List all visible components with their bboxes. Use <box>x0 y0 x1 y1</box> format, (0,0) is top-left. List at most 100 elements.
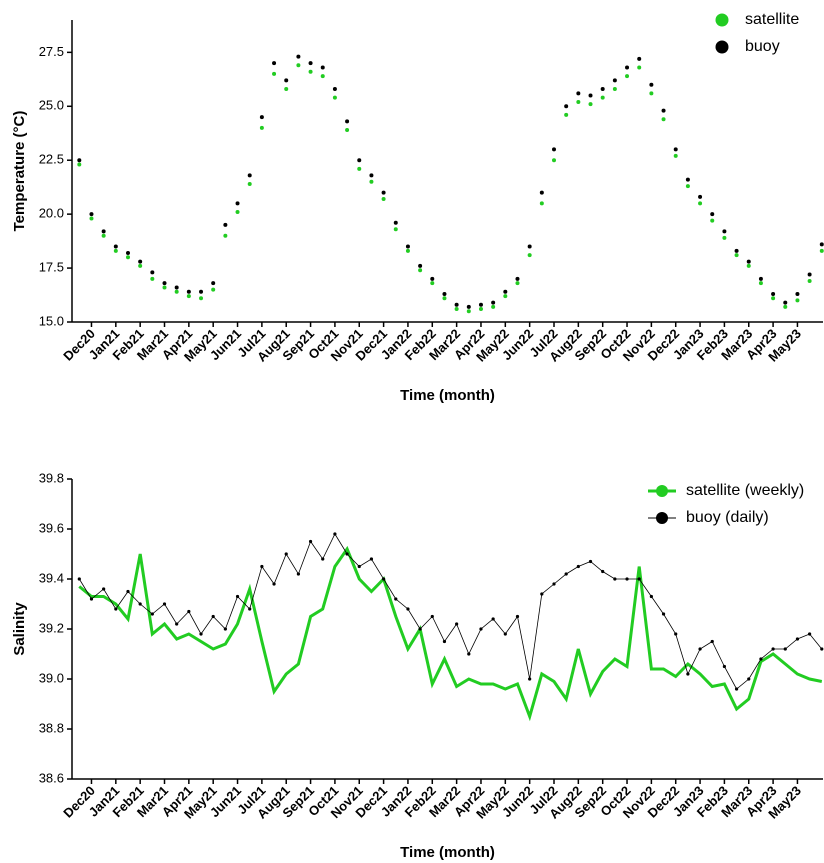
point <box>418 268 423 273</box>
point <box>150 612 154 616</box>
y-tick-label: 39.6 <box>39 520 64 535</box>
point <box>369 179 374 184</box>
point <box>405 244 410 249</box>
y-tick-label: 39.8 <box>39 470 64 485</box>
point <box>430 276 435 281</box>
point <box>771 647 775 651</box>
point <box>296 54 301 59</box>
y-tick-label: 39.4 <box>39 570 64 585</box>
point <box>466 309 471 314</box>
point <box>369 173 374 178</box>
legend-marker <box>656 485 668 497</box>
point <box>491 617 495 621</box>
point <box>673 153 678 158</box>
point <box>820 647 824 651</box>
point <box>332 95 337 100</box>
y-tick-label: 20.0 <box>39 206 64 221</box>
point <box>491 300 496 305</box>
point <box>625 74 630 79</box>
point <box>272 61 277 66</box>
point <box>722 664 727 669</box>
point <box>588 102 593 107</box>
point <box>479 627 483 631</box>
point <box>478 302 483 307</box>
point <box>758 281 763 286</box>
point <box>771 296 776 301</box>
point <box>77 577 81 581</box>
point <box>601 569 605 574</box>
point <box>125 250 130 255</box>
y-axis-title: Temperature (°C) <box>11 111 28 232</box>
y-tick-label: 22.5 <box>39 152 64 167</box>
point <box>259 125 264 130</box>
point <box>466 304 471 309</box>
point <box>296 63 301 68</box>
point <box>807 272 812 277</box>
point <box>576 91 581 96</box>
point <box>235 201 240 206</box>
point <box>454 302 459 307</box>
point <box>734 248 739 253</box>
point <box>564 104 569 109</box>
legend-marker <box>715 40 729 54</box>
line <box>78 533 823 690</box>
point <box>272 582 276 586</box>
point <box>199 289 204 294</box>
point <box>552 582 556 586</box>
point <box>211 287 216 292</box>
point <box>503 289 508 294</box>
point <box>771 291 776 296</box>
point <box>454 307 459 312</box>
point <box>381 577 386 581</box>
y-tick-label: 15.0 <box>39 313 64 328</box>
point <box>600 95 605 100</box>
point <box>308 69 313 74</box>
point <box>685 184 690 189</box>
point <box>321 557 325 561</box>
point <box>455 622 459 626</box>
point <box>747 677 751 681</box>
point <box>527 253 532 258</box>
point <box>345 119 350 124</box>
point <box>345 128 350 133</box>
point <box>430 614 434 619</box>
point <box>138 259 143 264</box>
point <box>625 65 630 70</box>
point <box>308 61 313 66</box>
point <box>722 229 727 234</box>
point <box>808 632 812 636</box>
point <box>345 552 349 556</box>
y-axis-title: Salinity <box>11 602 28 656</box>
point <box>795 298 800 303</box>
point <box>223 233 228 238</box>
point <box>102 587 106 591</box>
point <box>114 607 118 611</box>
point <box>113 248 118 253</box>
point <box>357 564 361 569</box>
point <box>187 609 191 614</box>
point <box>795 637 800 641</box>
y-tick-label: 38.8 <box>39 720 64 735</box>
point <box>625 577 629 581</box>
point <box>613 577 617 581</box>
point <box>235 594 240 599</box>
point <box>637 56 642 61</box>
point <box>320 74 325 79</box>
legend-label: buoy (daily) <box>686 509 769 526</box>
point <box>819 242 824 247</box>
point <box>211 614 215 619</box>
point <box>698 194 703 199</box>
point <box>125 255 130 260</box>
y-tick-label: 39.2 <box>39 620 64 635</box>
point <box>248 607 252 611</box>
y-tick-label: 17.5 <box>39 260 64 275</box>
point <box>442 296 447 301</box>
point <box>649 82 654 87</box>
point <box>661 117 666 122</box>
point <box>503 294 508 299</box>
legend-label: satellite <box>745 11 799 28</box>
point <box>89 597 94 601</box>
point <box>795 291 800 296</box>
y-tick-label: 38.6 <box>39 770 64 785</box>
point <box>418 263 423 268</box>
